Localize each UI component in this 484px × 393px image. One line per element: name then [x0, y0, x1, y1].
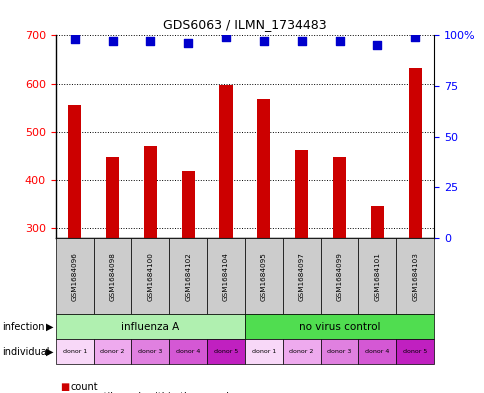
Text: GSM1684101: GSM1684101 [374, 252, 379, 301]
Bar [332, 157, 346, 238]
Point [297, 38, 305, 44]
Text: GSM1684104: GSM1684104 [223, 252, 228, 301]
Text: infection: infection [2, 322, 45, 332]
Text: GSM1684096: GSM1684096 [72, 252, 77, 301]
Text: donor 2: donor 2 [289, 349, 313, 354]
Point [146, 38, 154, 44]
Point [184, 40, 192, 47]
Point [108, 38, 116, 44]
Text: GSM1684100: GSM1684100 [147, 252, 153, 301]
Text: donor 2: donor 2 [100, 349, 124, 354]
Text: percentile rank within the sample: percentile rank within the sample [70, 392, 235, 393]
Text: individual: individual [2, 347, 50, 356]
Bar [370, 206, 383, 238]
Point [373, 42, 380, 49]
Bar [143, 146, 157, 238]
Text: donor 1: donor 1 [62, 349, 87, 354]
Bar [257, 99, 270, 238]
Title: GDS6063 / ILMN_1734483: GDS6063 / ILMN_1734483 [163, 18, 326, 31]
Text: count: count [70, 382, 98, 392]
Point [259, 38, 267, 44]
Bar [294, 150, 308, 238]
Text: donor 5: donor 5 [402, 349, 426, 354]
Text: donor 1: donor 1 [251, 349, 275, 354]
Text: donor 4: donor 4 [176, 349, 200, 354]
Point [335, 38, 343, 44]
Text: donor 3: donor 3 [138, 349, 162, 354]
Text: GSM1684103: GSM1684103 [411, 252, 417, 301]
Text: donor 3: donor 3 [327, 349, 351, 354]
Bar [106, 157, 119, 238]
Point [410, 34, 418, 40]
Text: ■: ■ [60, 392, 70, 393]
Bar [68, 105, 81, 238]
Text: GSM1684102: GSM1684102 [185, 252, 191, 301]
Point [71, 36, 78, 42]
Bar [219, 84, 232, 238]
Text: GSM1684097: GSM1684097 [298, 252, 304, 301]
Bar [408, 68, 421, 238]
Text: ▶: ▶ [46, 347, 53, 356]
Text: no virus control: no virus control [298, 322, 379, 332]
Text: GSM1684099: GSM1684099 [336, 252, 342, 301]
Text: donor 5: donor 5 [213, 349, 238, 354]
Text: donor 4: donor 4 [364, 349, 389, 354]
Bar [181, 171, 195, 238]
Text: influenza A: influenza A [121, 322, 179, 332]
Text: ▶: ▶ [46, 322, 53, 332]
Text: GSM1684095: GSM1684095 [260, 252, 266, 301]
Text: ■: ■ [60, 382, 70, 392]
Text: GSM1684098: GSM1684098 [109, 252, 115, 301]
Point [222, 34, 229, 40]
